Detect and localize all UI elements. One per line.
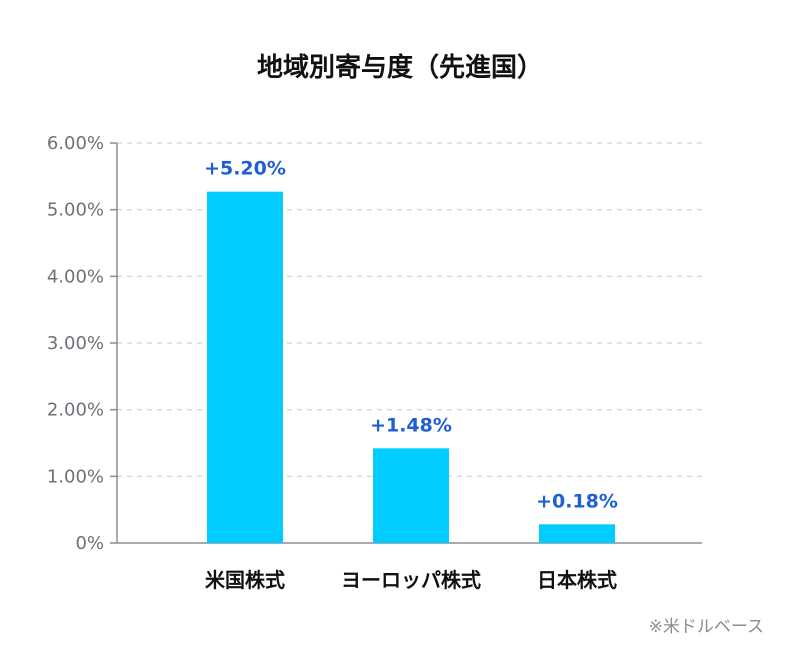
bars [207, 191, 615, 543]
y-tick-label: 5.00% [47, 200, 104, 221]
chart-title: 地域別寄与度（先進国） [257, 52, 543, 83]
x-tick-label: 日本株式 [537, 568, 617, 592]
y-tick-labels: 6.00% 5.00% 4.00% 3.00% 2.00% 1.00% 0% [47, 133, 104, 554]
x-tick-label: ヨーロッパ株式 [341, 568, 481, 592]
currency-note: ※米ドルベース [649, 617, 764, 637]
y-tick-label: 0% [75, 533, 104, 554]
y-tick-label: 6.00% [47, 133, 104, 154]
data-label: +0.18% [536, 490, 618, 512]
x-tick-labels: 米国株式 ヨーロッパ株式 日本株式 [205, 568, 617, 592]
bar [539, 524, 615, 543]
data-label: +1.48% [370, 414, 452, 436]
data-labels: +5.20% +1.48% +0.18% [204, 158, 618, 513]
bar [373, 448, 449, 543]
data-label: +5.20% [204, 158, 286, 180]
y-tick-label: 3.00% [47, 333, 104, 354]
x-tick-label: 米国株式 [205, 568, 285, 592]
y-tick-label: 4.00% [47, 266, 104, 287]
y-tick-label: 1.00% [47, 466, 104, 487]
y-tick-label: 2.00% [47, 400, 104, 421]
bar [207, 191, 283, 543]
